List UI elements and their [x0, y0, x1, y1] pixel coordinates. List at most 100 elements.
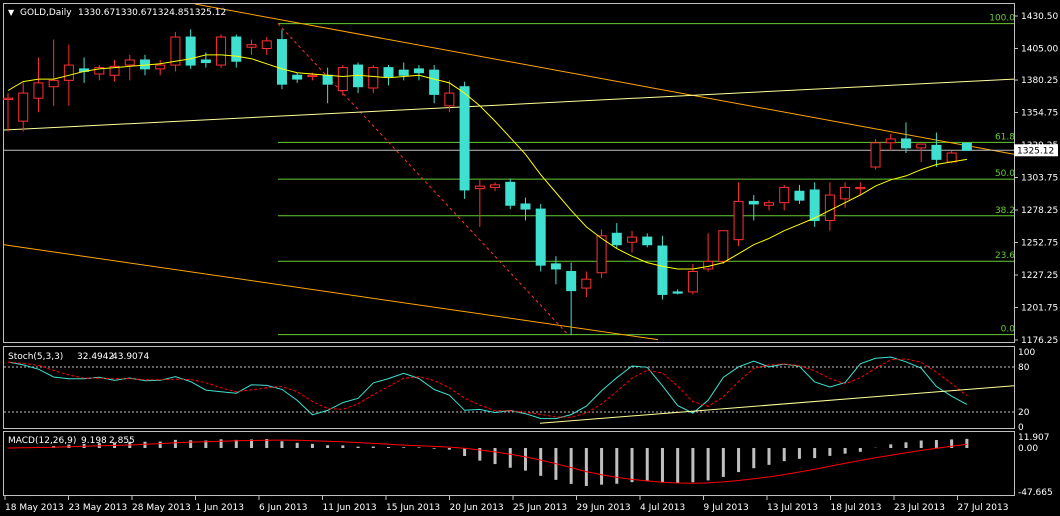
- price-label: 1380.25: [1021, 76, 1058, 86]
- candle-body: [870, 142, 881, 168]
- candle-body: [322, 74, 333, 85]
- stoch-signal-value: 43.9074: [112, 352, 149, 362]
- trendlines[interactable]: [3, 3, 1015, 341]
- candle: [276, 29, 287, 90]
- stoch-pane-frame: [3, 346, 1015, 429]
- candle: [748, 195, 759, 221]
- candle: [824, 182, 835, 231]
- candle-body: [231, 36, 242, 62]
- date-label: 4 Jul 2013: [640, 503, 685, 513]
- candle: [657, 235, 668, 300]
- date-label: 27 Jul 2013: [958, 503, 1009, 513]
- trendline-resistance: [194, 3, 1015, 155]
- candle-body: [946, 152, 957, 163]
- candle: [292, 72, 303, 83]
- candle-body: [809, 189, 820, 222]
- price-label: 1176.25: [1021, 336, 1058, 346]
- macd-pane-frame: [3, 431, 1015, 496]
- candle-body: [961, 142, 972, 151]
- fibonacci-retracement[interactable]: 100.0 61.8 50.0 38.2 23.6 0.0: [277, 14, 1015, 336]
- price-axis: 1430.501405.001380.251354.751329.251303.…: [1014, 12, 1058, 346]
- macd-signal-value: 2.855: [109, 436, 135, 446]
- candle: [33, 57, 44, 113]
- fib-level-label: 23.6: [995, 251, 1015, 261]
- candle-body: [63, 64, 74, 81]
- candle: [94, 65, 105, 81]
- candle: [505, 178, 516, 210]
- macd-signal-line: [7, 439, 967, 484]
- candle-body: [916, 143, 927, 149]
- candle: [718, 230, 729, 264]
- candle: [3, 93, 13, 132]
- fib-diagonal: [277, 23, 569, 335]
- candle: [520, 197, 531, 221]
- candle-body: [246, 44, 257, 48]
- candle: [550, 256, 561, 285]
- ohlc-close: 1325.12: [189, 8, 226, 18]
- price-label: 1354.75: [1021, 109, 1058, 119]
- price-label: 1227.25: [1021, 271, 1058, 281]
- candle-body: [155, 64, 166, 70]
- current-price-label: 1325.12: [1017, 146, 1054, 156]
- candle-body: [474, 185, 485, 190]
- candle: [794, 184, 805, 204]
- candle: [840, 182, 851, 208]
- candle-body: [18, 92, 29, 122]
- candle: [79, 57, 90, 83]
- stoch-level-label: 20: [1018, 408, 1030, 418]
- macd-level-label: 0.00: [1018, 444, 1038, 454]
- date-label: 28 May 2013: [132, 503, 191, 513]
- candle: [672, 289, 683, 295]
- candle: [185, 29, 196, 69]
- stoch-signal-line: [7, 358, 968, 418]
- candle-body: [824, 194, 835, 222]
- candle-body: [383, 67, 394, 78]
- candle-body: [490, 184, 501, 188]
- candle: [368, 65, 379, 94]
- candle-body: [535, 208, 546, 266]
- candle-body: [216, 36, 227, 66]
- candle-body: [764, 202, 774, 206]
- candle: [733, 182, 744, 247]
- candle-body: [444, 92, 455, 107]
- candle: [931, 132, 942, 168]
- candle: [581, 271, 592, 297]
- date-label: 13 Jul 2013: [767, 503, 818, 513]
- stoch-trendline: [539, 385, 1015, 424]
- candle-body: [733, 200, 744, 241]
- date-label: 15 Jun 2013: [386, 503, 440, 513]
- date-axis: 18 May 2013 23 May 2013 28 May 2013 1 Jun 2…: [4, 496, 1009, 513]
- candle-body: [109, 65, 120, 76]
- candle-body: [657, 245, 668, 295]
- date-label: 6 Jun 2013: [259, 503, 307, 513]
- candle: [916, 143, 927, 162]
- candle: [337, 65, 348, 96]
- stoch-level-label: 0: [1018, 423, 1024, 433]
- date-label: 18 Jul 2013: [831, 503, 882, 513]
- ohlc-open: 1330.67: [78, 8, 115, 18]
- candle: [155, 59, 166, 76]
- macd-level-label: -47.665: [1018, 488, 1053, 498]
- candle-body: [840, 186, 851, 200]
- main-pane-frame: [3, 3, 1015, 343]
- candle: [429, 65, 440, 104]
- candle: [474, 179, 485, 227]
- fib-level-label: 100.0: [989, 14, 1015, 24]
- candle-body: [794, 190, 805, 201]
- candle-body: [459, 86, 470, 191]
- price-label: 1405.00: [1021, 44, 1058, 54]
- candle-body: [368, 67, 379, 89]
- price-label: 1303.75: [1021, 174, 1058, 184]
- stoch-main-line: [7, 356, 968, 420]
- date-label: 18 May 2013: [5, 503, 64, 513]
- fib-level-label: 38.2: [995, 206, 1015, 216]
- chart-menu-icon[interactable]: ▼: [8, 8, 15, 17]
- candle-body: [200, 59, 211, 64]
- candle-body: [672, 291, 683, 294]
- candle: [170, 31, 181, 72]
- candle-body: [48, 79, 59, 88]
- candle-body: [748, 200, 759, 205]
- date-label: 29 Jun 2013: [577, 503, 631, 513]
